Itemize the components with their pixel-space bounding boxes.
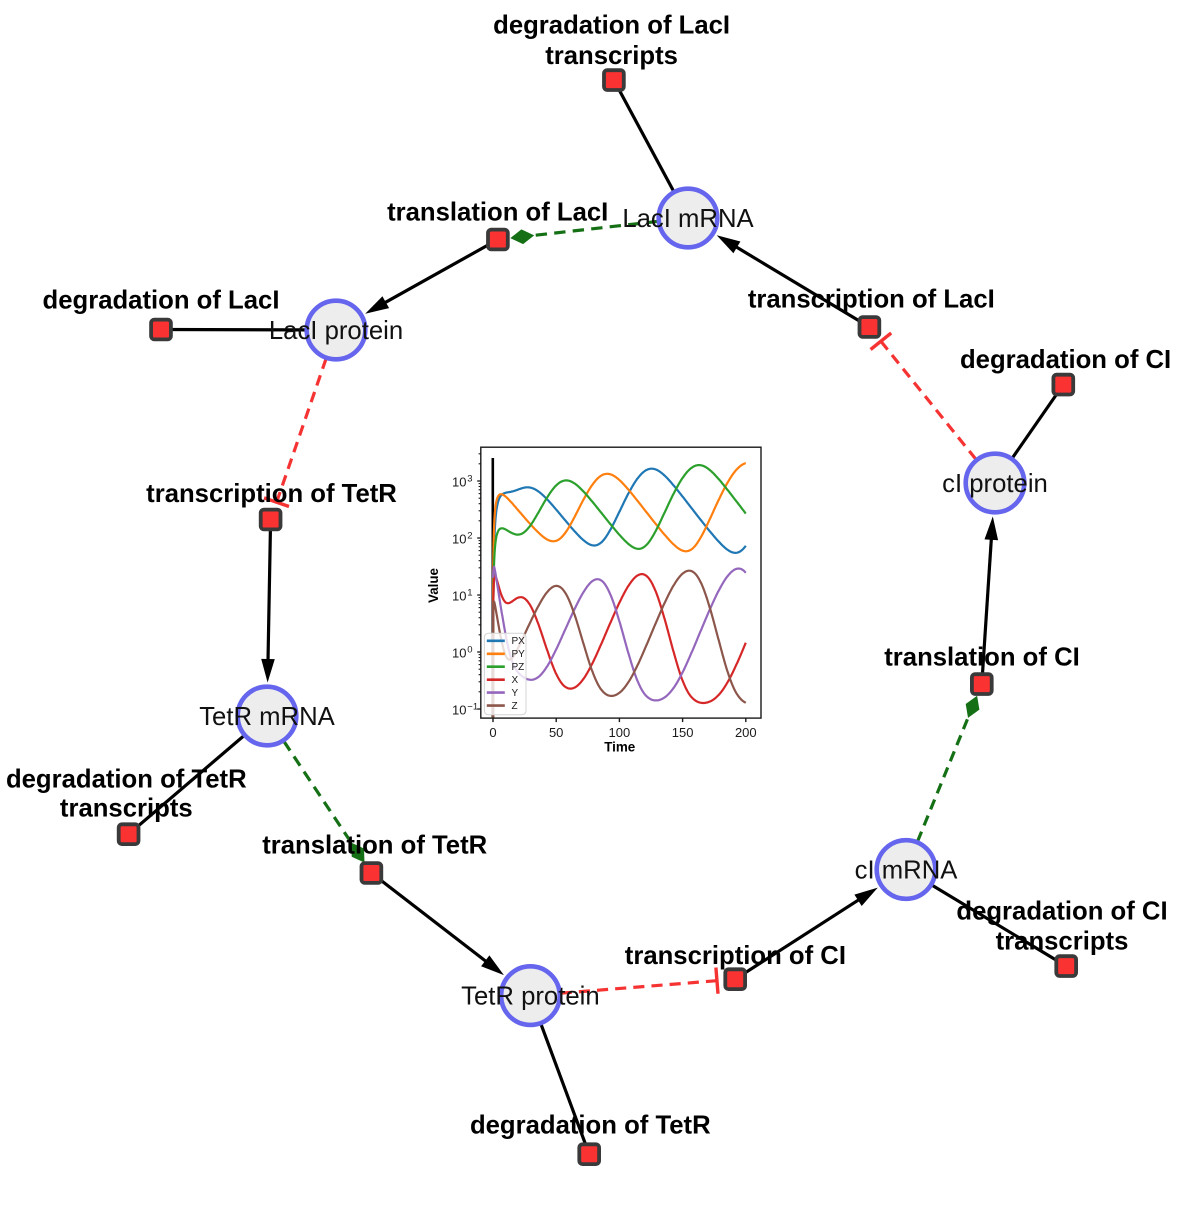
svg-text:transcription of CI: transcription of CI	[625, 942, 846, 970]
svg-text:degradation of TetR: degradation of TetR	[470, 1112, 711, 1140]
svg-text:TetR mRNA: TetR mRNA	[199, 703, 335, 731]
svg-text:transcripts: transcripts	[545, 42, 678, 70]
svg-text:transcription of TetR: transcription of TetR	[146, 480, 397, 508]
svg-text:200: 200	[735, 725, 757, 740]
svg-text:degradation of LacI: degradation of LacI	[493, 12, 730, 40]
svg-text:0: 0	[489, 725, 496, 740]
svg-text:Value: Value	[426, 568, 441, 603]
svg-text:3: 3	[467, 474, 472, 485]
svg-text:transcripts: transcripts	[996, 928, 1129, 956]
svg-text:1: 1	[467, 588, 472, 599]
svg-text:50: 50	[549, 725, 563, 740]
svg-text:PX: PX	[512, 636, 526, 647]
svg-text:10: 10	[452, 703, 466, 718]
svg-text:translation of LacI: translation of LacI	[387, 198, 608, 226]
svg-text:TetR protein: TetR protein	[461, 983, 600, 1011]
svg-text:10: 10	[452, 589, 466, 604]
svg-text:−1: −1	[467, 702, 478, 713]
svg-text:Time: Time	[604, 740, 635, 755]
svg-text:150: 150	[672, 725, 694, 740]
svg-text:LacI mRNA: LacI mRNA	[622, 205, 754, 233]
svg-text:translation of TetR: translation of TetR	[262, 832, 487, 860]
svg-text:PY: PY	[512, 649, 526, 660]
svg-text:Y: Y	[512, 688, 519, 699]
svg-text:100: 100	[609, 725, 631, 740]
svg-text:translation of CI: translation of CI	[884, 644, 1080, 672]
svg-text:transcripts: transcripts	[60, 795, 193, 823]
svg-text:PZ: PZ	[512, 662, 525, 673]
svg-text:degradation of CI: degradation of CI	[960, 346, 1171, 374]
svg-text:degradation of LacI: degradation of LacI	[43, 287, 280, 315]
svg-text:degradation of CI: degradation of CI	[956, 898, 1167, 926]
svg-text:0: 0	[467, 645, 472, 656]
svg-text:X: X	[512, 675, 519, 686]
svg-text:10: 10	[452, 475, 466, 490]
svg-text:Z: Z	[512, 701, 518, 712]
svg-text:2: 2	[467, 531, 472, 542]
svg-text:10: 10	[452, 532, 466, 547]
svg-text:transcription of LacI: transcription of LacI	[748, 285, 995, 313]
svg-text:degradation of TetR: degradation of TetR	[6, 766, 247, 794]
svg-text:cI mRNA: cI mRNA	[855, 857, 959, 885]
svg-text:10: 10	[452, 646, 466, 661]
svg-text:cI protein: cI protein	[942, 470, 1048, 498]
svg-text:LacI protein: LacI protein	[269, 317, 403, 345]
